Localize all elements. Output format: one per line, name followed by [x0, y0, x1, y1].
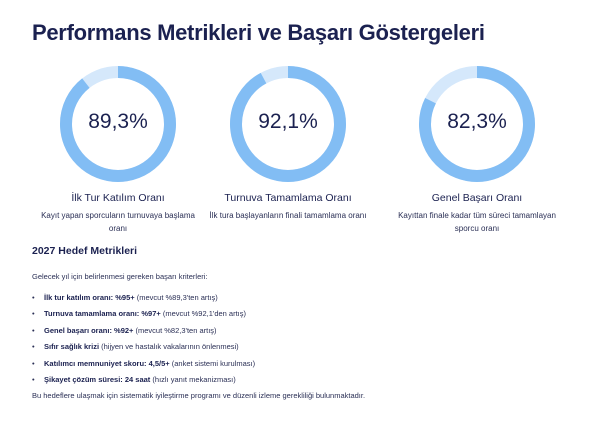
metric-description: Kayıttan finale kadar tüm süreci tamamla… [398, 211, 556, 233]
metric-value: 92,1% [258, 110, 318, 133]
targets-list: • İlk tur katılım oranı: %95+ (mevcut %89… [32, 290, 255, 388]
metric-value: 89,3% [88, 110, 148, 133]
item-bold: İlk tur katılım oranı: %95+ [44, 293, 135, 302]
ring-progress [60, 66, 176, 182]
metric-label: Genel Başarı Oranı [431, 192, 523, 204]
page-title: Performans Metrikleri ve Başarı Gösterge… [32, 20, 485, 45]
metric-label: İlk Tur Katılım Oranı [71, 192, 165, 204]
item-note: (hijyen ve hastalık vakalarının önlenmes… [99, 342, 239, 352]
item-bold: Genel başarı oranı: %92+ [44, 325, 134, 335]
item-bold: Turnuva tamamlama oranı: %97+ [44, 309, 161, 319]
list-item: • Katılımcı memnuniyet skoru: 4,5/5+ (ank… [32, 358, 256, 368]
ring-progress [230, 66, 346, 182]
item-note: (mevcut %89,3'ten artış) [134, 293, 218, 302]
metric-overall: 82,3% Genel Başarı Oranı Kayıttan finale… [387, 64, 567, 235]
item-note: (mevcut %82,3'ten artış) [133, 325, 217, 335]
item-bold: Şikayet çözüm süresi: 24 saat [44, 374, 151, 384]
metric-first-round: 89,3% İlk Tur Katılım Oranı Kayıt yapan … [28, 64, 208, 235]
metric-description: Kayıt yapan sporcuların turnuvaya başlam… [41, 211, 195, 233]
list-item: • Sıfır sağlık krizi (hijyen ve hastalık … [32, 342, 239, 352]
progress-ring [419, 66, 535, 182]
progress-ring [60, 66, 176, 182]
metric-label: Turnuva Tamamlama Oranı [224, 192, 352, 204]
targets-outro: Bu hedeflere ulaşmak için sistematik iyi… [32, 391, 366, 400]
list-item: • Genel başarı oranı: %92+ (mevcut %82,3'… [32, 325, 217, 335]
item-note: (mevcut %92,1'den artış) [160, 309, 246, 319]
metric-value: 82,3% [447, 110, 507, 133]
ring-progress [419, 66, 535, 182]
item-bold: Sıfır sağlık krizi [44, 342, 100, 352]
list-item: • Şikayet çözüm süresi: 24 saat (hızlı ya… [32, 374, 236, 384]
list-item: • İlk tur katılım oranı: %95+ (mevcut %89… [32, 293, 218, 302]
progress-ring [230, 66, 346, 182]
targets-intro: Gelecek yıl için belirlenmesi gereken ba… [32, 272, 208, 281]
item-note: (anket sistemi kurulması) [169, 358, 256, 368]
metric-description: İlk tura başlayanların finali tamamlama … [209, 211, 367, 220]
list-item: • Turnuva tamamlama oranı: %97+ (mevcut %… [32, 309, 246, 319]
item-note: (hızlı yanıt mekanizması) [150, 374, 236, 384]
item-bold: Katılımcı memnuniyet skoru: 4,5/5+ [44, 358, 170, 368]
metric-completion: 92,1% Turnuva Tamamlama Oranı İlk tura b… [198, 64, 378, 222]
targets-heading: 2027 Hedef Metrikleri [32, 245, 138, 257]
